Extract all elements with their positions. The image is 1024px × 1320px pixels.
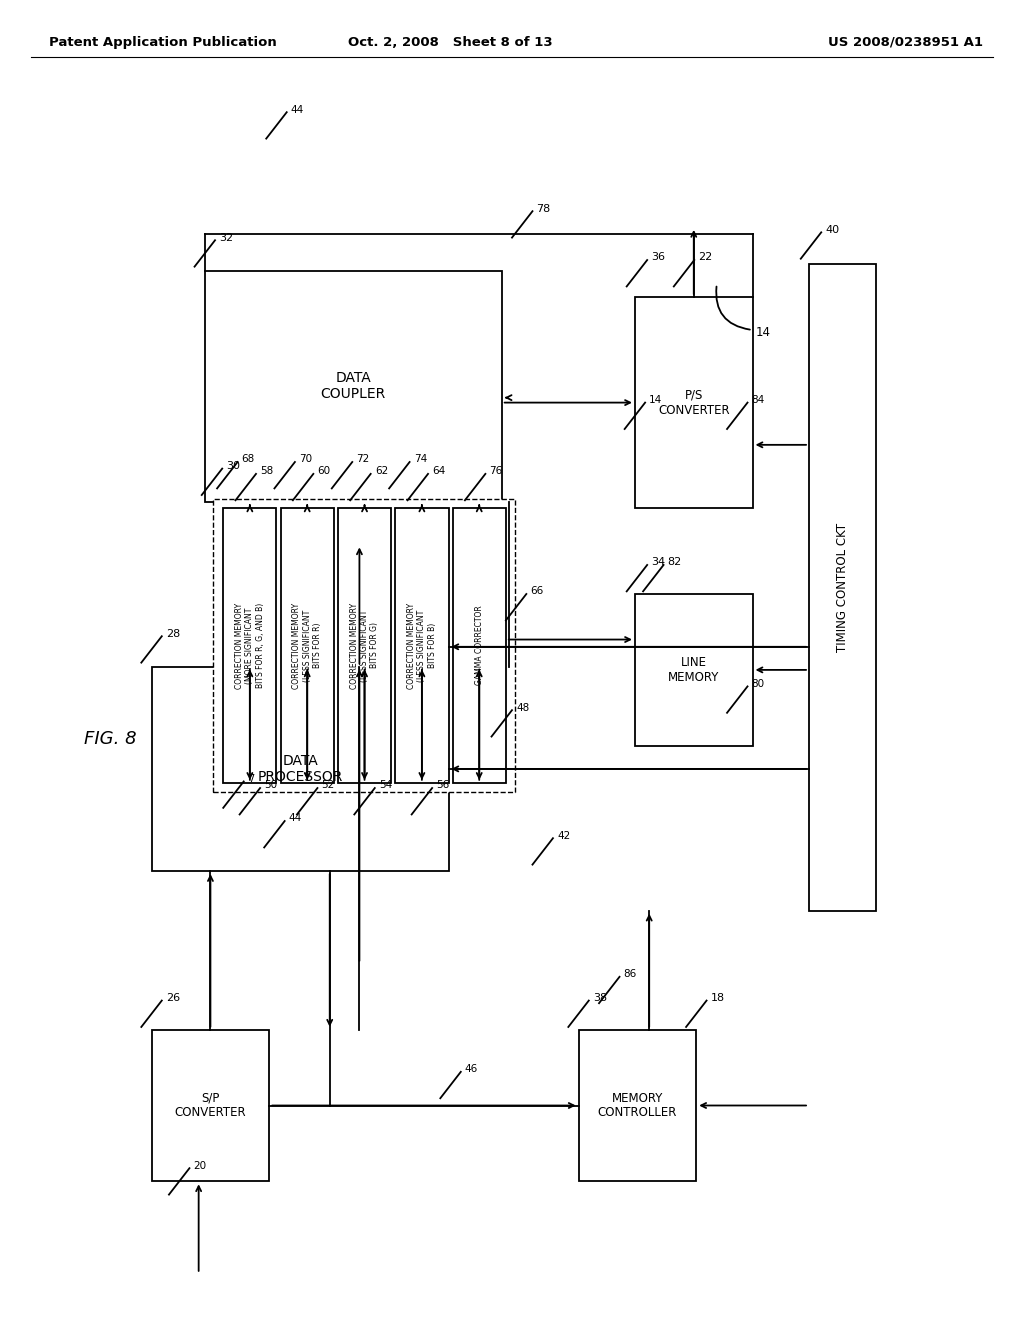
Text: LINE
MEMORY: LINE MEMORY	[668, 656, 720, 684]
Bar	[213, 499, 515, 792]
Text: TIMING CONTROL CKT: TIMING CONTROL CKT	[836, 523, 849, 652]
Text: 28: 28	[166, 628, 180, 639]
Text: 56: 56	[436, 780, 450, 791]
Text: DATA
PROCESSOR: DATA PROCESSOR	[257, 754, 343, 784]
Text: GAMMA CORRECTOR: GAMMA CORRECTOR	[475, 606, 483, 685]
Text: 80: 80	[752, 678, 765, 689]
Text: 32: 32	[219, 232, 233, 243]
Text: 58: 58	[260, 466, 273, 477]
Bar	[223, 508, 276, 783]
Text: 86: 86	[624, 969, 637, 979]
Text: 82: 82	[668, 557, 682, 568]
Text: 74: 74	[414, 454, 427, 465]
Text: 14: 14	[649, 395, 663, 405]
Text: CORRECTION MEMORY
(LESS SIGNIFICANT
BITS FOR R): CORRECTION MEMORY (LESS SIGNIFICANT BITS…	[292, 602, 323, 689]
Text: Patent Application Publication: Patent Application Publication	[49, 36, 276, 49]
Bar	[635, 594, 753, 746]
Text: 78: 78	[537, 203, 551, 214]
Text: 18: 18	[711, 993, 725, 1003]
Text: US 2008/0238951 A1: US 2008/0238951 A1	[828, 36, 983, 49]
Bar	[152, 1030, 269, 1181]
Text: MEMORY
CONTROLLER: MEMORY CONTROLLER	[598, 1092, 677, 1119]
Text: CORRECTION MEMORY
(MORE SIGNIFICANT
BITS FOR R, G, AND B): CORRECTION MEMORY (MORE SIGNIFICANT BITS…	[234, 602, 265, 689]
Text: CORRECTION MEMORY
(LESS SIGNIFICANT
BITS FOR B): CORRECTION MEMORY (LESS SIGNIFICANT BITS…	[407, 602, 437, 689]
Bar	[453, 508, 506, 783]
Text: 66: 66	[530, 586, 544, 597]
Text: 20: 20	[194, 1160, 207, 1171]
Text: 68: 68	[242, 454, 255, 465]
Text: 22: 22	[698, 252, 713, 263]
Text: CORRECTION MEMORY
(LESS SIGNIFICANT
BITS FOR G): CORRECTION MEMORY (LESS SIGNIFICANT BITS…	[349, 602, 380, 689]
Text: 14: 14	[756, 326, 771, 339]
Bar	[635, 297, 753, 508]
Text: 46: 46	[465, 1064, 478, 1074]
Text: 54: 54	[379, 780, 392, 791]
Text: FIG. 8: FIG. 8	[84, 730, 136, 748]
Text: 52: 52	[322, 780, 335, 791]
Text: 44: 44	[289, 813, 302, 824]
Bar	[579, 1030, 696, 1181]
Text: P/S
CONVERTER: P/S CONVERTER	[658, 388, 729, 417]
Text: 64: 64	[432, 466, 445, 477]
Text: 40: 40	[825, 224, 840, 235]
Bar	[152, 667, 449, 871]
Text: Oct. 2, 2008   Sheet 8 of 13: Oct. 2, 2008 Sheet 8 of 13	[348, 36, 553, 49]
Text: 34: 34	[651, 557, 666, 568]
Text: 76: 76	[489, 466, 503, 477]
Text: 26: 26	[166, 993, 180, 1003]
Bar	[395, 508, 449, 783]
Text: 62: 62	[375, 466, 388, 477]
Bar	[809, 264, 876, 911]
Text: 7: 7	[248, 774, 254, 784]
Text: 72: 72	[356, 454, 370, 465]
Text: 60: 60	[317, 466, 331, 477]
Bar	[338, 508, 391, 783]
Bar	[281, 508, 334, 783]
Text: DATA
COUPLER: DATA COUPLER	[321, 371, 386, 401]
Text: 38: 38	[593, 993, 607, 1003]
Text: 42: 42	[557, 830, 570, 841]
Text: 36: 36	[651, 252, 666, 263]
Text: 30: 30	[226, 461, 241, 471]
Text: 84: 84	[752, 395, 765, 405]
Text: S/P
CONVERTER: S/P CONVERTER	[175, 1092, 246, 1119]
Text: 48: 48	[516, 702, 529, 713]
Bar	[205, 271, 502, 502]
Text: 44: 44	[291, 104, 304, 115]
Text: 50: 50	[264, 780, 278, 791]
Text: 70: 70	[299, 454, 312, 465]
